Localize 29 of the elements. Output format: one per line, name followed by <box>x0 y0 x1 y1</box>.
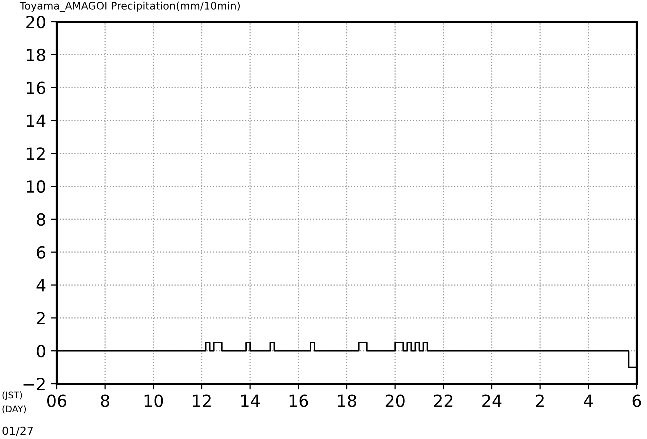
y-tick-label: 18 <box>27 48 46 62</box>
y-tick-label: 10 <box>27 180 46 194</box>
y-tick-label: 20 <box>26 16 46 29</box>
text: 01/27 <box>2 426 34 436</box>
chart-title: Toyama_AMAGOI Precipitation(mm/10min) <box>20 2 240 12</box>
x-tick-label: 8 <box>101 394 110 408</box>
y-tick-label: 6 <box>37 246 46 259</box>
x-tick-label: 20 <box>386 394 405 408</box>
x-tick-label: 6 <box>632 394 642 408</box>
x-tick-label: 14 <box>242 394 260 408</box>
y-tick-label: 12 <box>27 148 45 160</box>
y-tick-label: 8 <box>37 213 46 226</box>
x-tick-label: 22 <box>434 394 453 408</box>
x-tick-label: 2 <box>536 394 544 408</box>
y-tick-label: 14 <box>27 114 46 128</box>
y-tick-label: 0 <box>37 345 46 358</box>
text: (JST) <box>2 392 22 400</box>
y-tick-label: 2 <box>37 312 45 325</box>
text: (DAY) <box>2 406 26 414</box>
x-tick-label: 12 <box>193 394 211 408</box>
x-tick-label: 06 <box>47 394 67 408</box>
x-tick-label: 24 <box>482 394 502 408</box>
x-tick-label: 10 <box>144 394 164 408</box>
x-tick-label: 16 <box>290 394 308 408</box>
x-tick-label: 4 <box>584 394 594 408</box>
y-tick-label: −2 <box>24 378 45 390</box>
x-tick-label: 18 <box>338 394 356 408</box>
y-tick-label: 16 <box>27 82 46 94</box>
y-tick-label: 4 <box>36 279 46 292</box>
